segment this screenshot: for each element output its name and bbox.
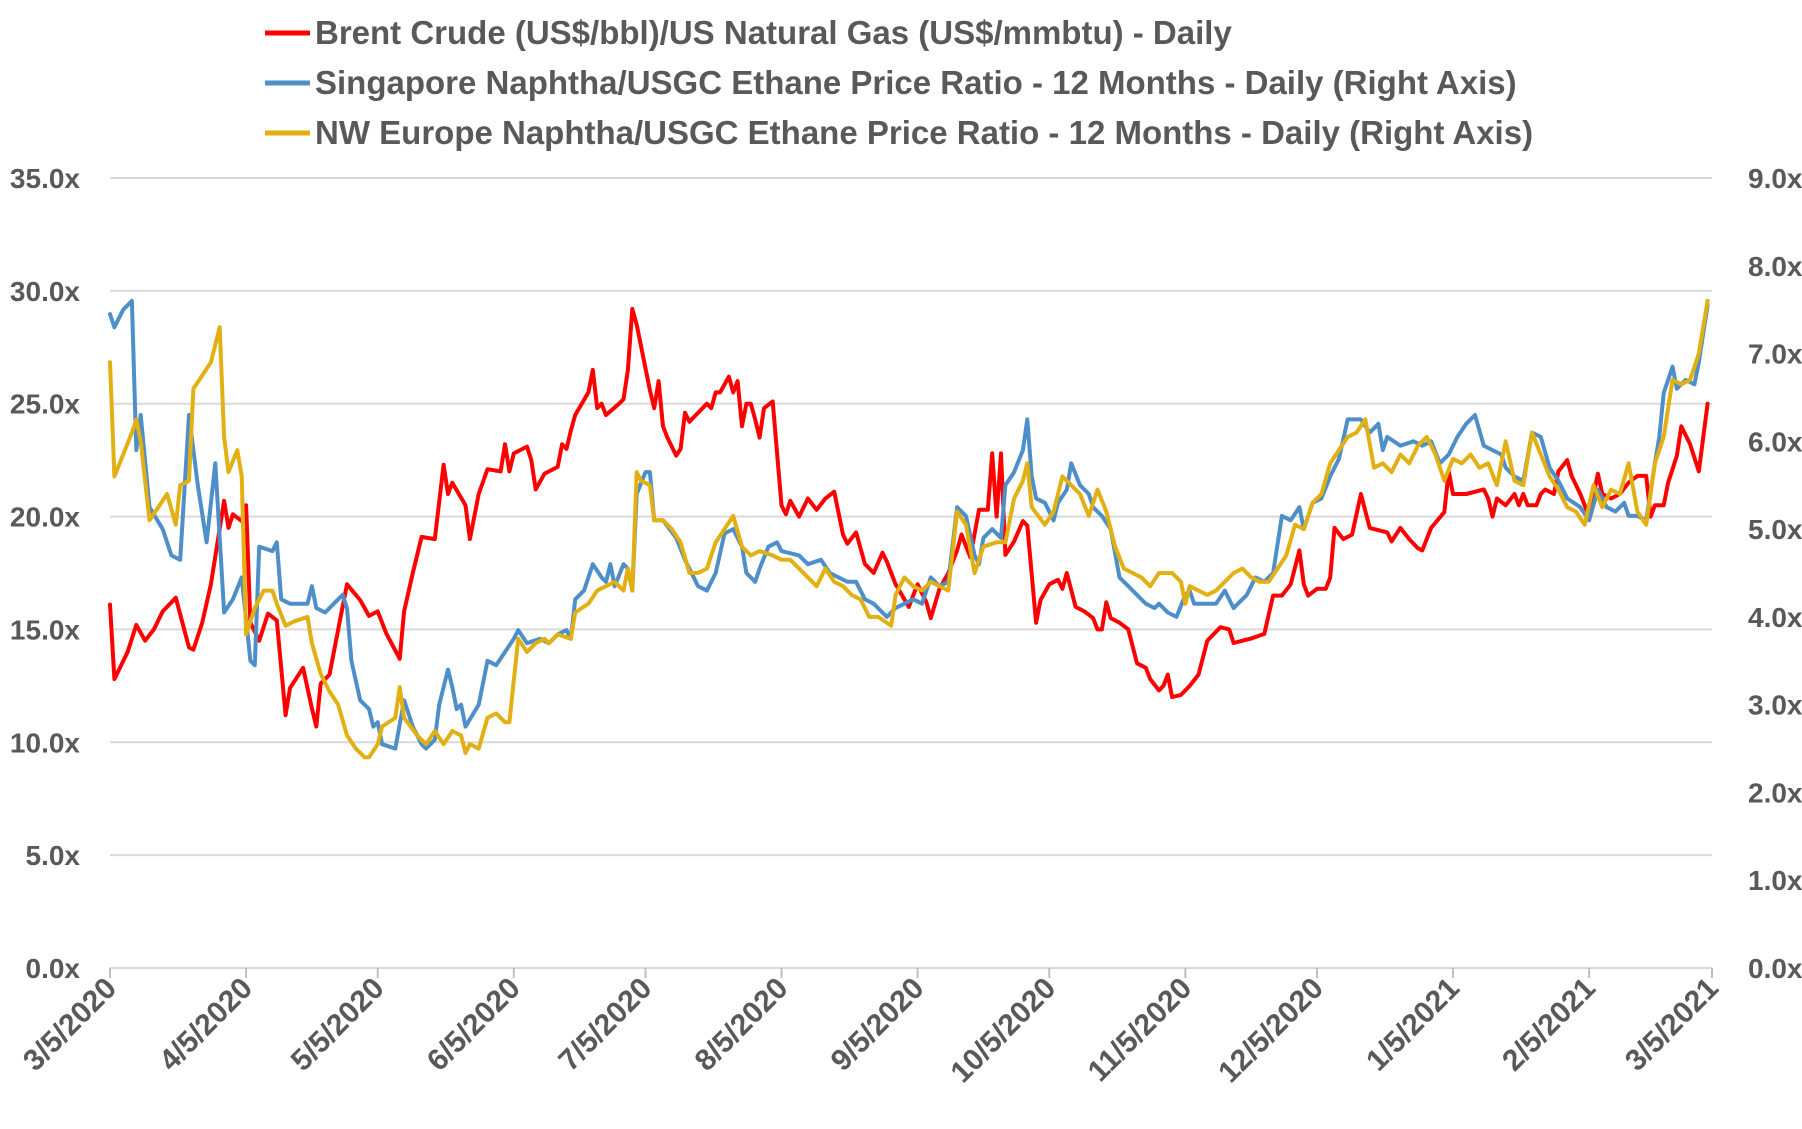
left-tick-label: 25.0x <box>10 389 80 420</box>
right-tick-label: 3.0x <box>1748 690 1802 721</box>
left-tick-label: 15.0x <box>10 614 80 645</box>
x-tick-label: 1/5/2021 <box>1360 972 1466 1078</box>
x-tick-label: 3/5/2021 <box>1619 972 1725 1078</box>
series-layer <box>108 298 1710 760</box>
left-tick-label: 0.0x <box>26 953 81 984</box>
left-tick-label: 35.0x <box>10 163 80 194</box>
right-tick-label: 1.0x <box>1748 865 1802 896</box>
x-tick-label: 4/5/2020 <box>153 972 259 1078</box>
legend-label-2: Singapore Naphtha/USGC Ethane Price Rati… <box>315 64 1517 101</box>
right-axis: 0.0x 1.0x 2.0x 3.0x 4.0x 5.0x 6.0x 7.0x 8.0x 9.0x <box>1748 163 1802 984</box>
left-axis: 0.0x 5.0x 10.0x 15.0x 20.0x 25.0x 30.0x 35.0x <box>10 163 81 984</box>
x-tick-label: 9/5/2020 <box>825 972 931 1078</box>
right-tick-label: 9.0x <box>1748 163 1802 194</box>
left-tick-label: 30.0x <box>10 276 80 307</box>
left-tick-label: 5.0x <box>26 840 81 871</box>
x-tick-label: 2/5/2021 <box>1496 972 1602 1078</box>
x-tick-label: 11/5/2020 <box>1082 972 1199 1089</box>
series-line-2 <box>108 298 1710 751</box>
legend: Brent Crude (US$/bbl)/US Natural Gas (US… <box>265 14 1533 151</box>
right-tick-label: 2.0x <box>1748 777 1802 808</box>
x-tick-label: 12/5/2020 <box>1212 972 1330 1090</box>
x-tick-label: 6/5/2020 <box>421 972 527 1078</box>
x-tick-label: 3/5/2020 <box>17 972 123 1078</box>
left-tick-label: 20.0x <box>10 502 80 533</box>
x-axis: 3/5/2020 4/5/2020 5/5/2020 6/5/2020 7/5/2020… <box>17 967 1725 1090</box>
right-tick-label: 7.0x <box>1748 339 1802 370</box>
series-line-1 <box>108 306 1710 729</box>
x-tick-label: 7/5/2020 <box>553 972 659 1078</box>
x-tick-label: 8/5/2020 <box>689 972 795 1078</box>
right-tick-label: 8.0x <box>1748 251 1802 282</box>
right-tick-label: 0.0x <box>1748 953 1802 984</box>
series-line-3 <box>108 298 1710 760</box>
x-tick-label: 5/5/2020 <box>285 972 391 1078</box>
x-tick-label: 10/5/2020 <box>944 972 1062 1090</box>
right-tick-label: 4.0x <box>1748 602 1802 633</box>
right-tick-label: 6.0x <box>1748 426 1802 457</box>
legend-label-3: NW Europe Naphtha/USGC Ethane Price Rati… <box>315 114 1533 151</box>
right-tick-label: 5.0x <box>1748 514 1802 545</box>
legend-label-1: Brent Crude (US$/bbl)/US Natural Gas (US… <box>315 14 1232 51</box>
gridlines <box>110 177 1712 857</box>
left-tick-label: 10.0x <box>10 727 80 758</box>
